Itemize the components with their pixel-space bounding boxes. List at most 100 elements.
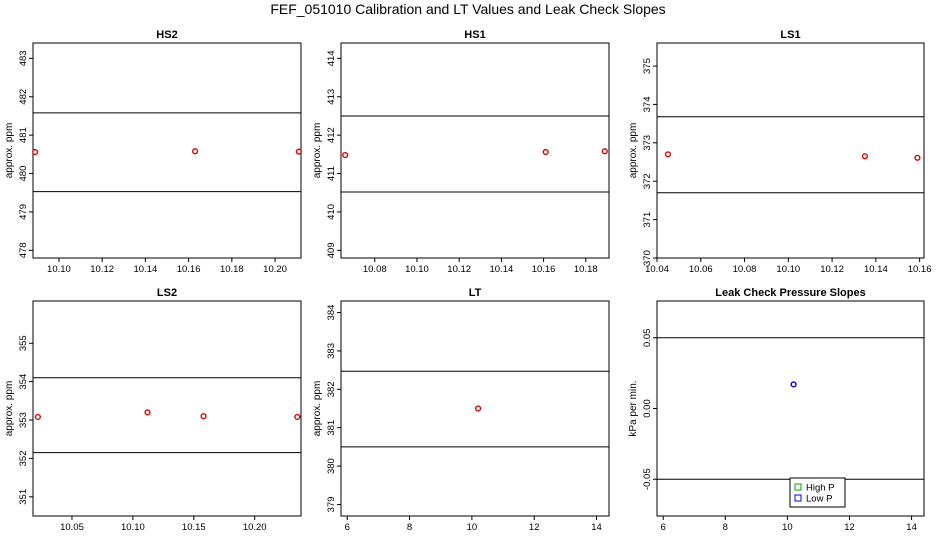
chart-panel-3: LS1 10.04 10.06 10.08 10.10 10.12 10.14 10.16 37… bbox=[628, 29, 932, 275]
x-tick-label: 8 bbox=[407, 522, 412, 533]
x-tick-label: 10.10 bbox=[776, 264, 800, 275]
plot-frame bbox=[340, 42, 610, 259]
x-tick-label: 10.20 bbox=[243, 522, 267, 533]
x-tick-label: 10.12 bbox=[447, 264, 471, 275]
data-point bbox=[475, 405, 482, 412]
y-tick-label: 0.00 bbox=[642, 399, 653, 418]
y-axis-label: approx. ppm bbox=[4, 381, 15, 437]
chart-panels: HS2 10.10 10.12 10.14 10.16 10.18 10.20 478 479 4… bbox=[4, 29, 932, 533]
figure-title: FEF_051010 Calibration and LT Values and… bbox=[270, 1, 665, 17]
y-tick-label: 351 bbox=[18, 489, 29, 505]
x-tick-label: 6 bbox=[661, 522, 666, 533]
x-tick-label: 10.05 bbox=[60, 522, 84, 533]
x-tick-label: 10.06 bbox=[689, 264, 713, 275]
y-axis-label: approx. ppm bbox=[628, 123, 639, 179]
x-tick-label: 10.16 bbox=[908, 264, 932, 275]
chart-panel-4: LS2 10.05 10.10 10.15 10.20 351 352 353 354 355 ap… bbox=[4, 287, 302, 533]
y-tick-label: 374 bbox=[642, 96, 653, 112]
y-tick-label: 413 bbox=[326, 89, 337, 105]
y-axis-label: approx. ppm bbox=[312, 123, 323, 179]
data-point bbox=[861, 153, 869, 160]
x-tick-label: 10.18 bbox=[574, 264, 598, 275]
data-point bbox=[144, 409, 151, 416]
plot-frame bbox=[32, 42, 302, 259]
legend-label: Low P bbox=[806, 494, 832, 505]
y-tick-label: 383 bbox=[326, 343, 337, 359]
y-tick-label: 371 bbox=[642, 212, 653, 228]
x-tick-label: 10.15 bbox=[182, 522, 206, 533]
x-tick-label: 10.16 bbox=[532, 264, 556, 275]
x-tick-label: 10.12 bbox=[90, 264, 114, 275]
x-tick-label: 10.18 bbox=[220, 264, 244, 275]
x-tick-label: 10.12 bbox=[820, 264, 844, 275]
chart-panel-1: HS2 10.10 10.12 10.14 10.16 10.18 10.20 478 479 4… bbox=[4, 29, 302, 275]
x-tick-label: 10.20 bbox=[263, 264, 287, 275]
x-tick-label: 10.08 bbox=[363, 264, 387, 275]
y-tick-label: 354 bbox=[18, 374, 29, 390]
y-tick-label: 0.05 bbox=[642, 329, 653, 348]
y-tick-label: 382 bbox=[326, 381, 337, 397]
y-tick-label: 375 bbox=[642, 58, 653, 74]
x-tick-label: 10.10 bbox=[405, 264, 429, 275]
legend-box bbox=[789, 477, 846, 508]
x-tick-label: 10.14 bbox=[489, 264, 513, 275]
y-tick-label: 480 bbox=[18, 166, 29, 182]
data-point bbox=[191, 148, 199, 155]
y-tick-label: 411 bbox=[326, 166, 337, 181]
data-point bbox=[914, 154, 921, 161]
x-tick-label: 12 bbox=[529, 522, 540, 533]
y-tick-label: 410 bbox=[326, 204, 337, 220]
y-tick-label: 482 bbox=[18, 89, 29, 105]
y-tick-label: 414 bbox=[326, 50, 337, 66]
y-tick-label: 481 bbox=[18, 127, 29, 143]
data-point bbox=[664, 151, 672, 158]
y-tick-label: 478 bbox=[18, 242, 29, 258]
x-tick-label: 6 bbox=[345, 522, 350, 533]
y-tick-label: 381 bbox=[326, 420, 337, 436]
y-tick-label: 380 bbox=[326, 458, 337, 474]
y-axis-label: approx. ppm bbox=[4, 123, 15, 179]
plot-frame bbox=[656, 42, 925, 259]
x-tick-label: 10 bbox=[467, 522, 478, 533]
y-tick-label: 353 bbox=[18, 412, 29, 428]
data-point bbox=[342, 152, 349, 159]
data-point bbox=[542, 148, 549, 156]
x-tick-label: 14 bbox=[591, 522, 602, 533]
y-tick-label: 370 bbox=[642, 250, 653, 266]
x-tick-label: 10.10 bbox=[121, 522, 145, 533]
panel-title: LS1 bbox=[780, 29, 800, 41]
y-tick-label: -0.05 bbox=[642, 468, 653, 490]
y-tick-label: 412 bbox=[326, 127, 337, 143]
legend-label: High P bbox=[806, 483, 835, 494]
x-tick-label: 10.14 bbox=[133, 264, 157, 275]
plot-frame bbox=[32, 300, 302, 517]
y-tick-label: 373 bbox=[642, 135, 653, 151]
data-point bbox=[790, 381, 797, 388]
data-point bbox=[200, 413, 207, 420]
chart-panel-5: LT 6 8 10 12 14 379 380 381 382 383 384 approx. ppm bbox=[312, 287, 610, 533]
x-tick-label: 10.04 bbox=[645, 264, 669, 275]
y-tick-label: 355 bbox=[18, 335, 29, 351]
panel-title: Leak Check Pressure Slopes bbox=[715, 287, 865, 299]
y-tick-label: 384 bbox=[326, 305, 337, 321]
data-point bbox=[32, 148, 39, 156]
y-tick-label: 409 bbox=[326, 242, 337, 258]
data-point bbox=[294, 413, 301, 421]
panel-title: HS2 bbox=[156, 29, 177, 41]
y-tick-label: 372 bbox=[642, 173, 653, 189]
y-axis-label: approx. ppm bbox=[312, 381, 323, 437]
x-tick-label: 14 bbox=[906, 522, 917, 533]
plot-frame bbox=[340, 300, 610, 517]
legend-symbol bbox=[794, 494, 802, 502]
x-tick-label: 10 bbox=[782, 522, 793, 533]
data-point bbox=[295, 148, 302, 155]
x-tick-label: 12 bbox=[844, 522, 855, 533]
data-point bbox=[601, 148, 608, 155]
chart-panel-6: Leak Check Pressure Slopes 6 8 10 12 14 -0.05 0… bbox=[628, 287, 925, 533]
x-tick-label: 10.14 bbox=[864, 264, 888, 275]
legend-symbol bbox=[794, 483, 802, 491]
y-axis-label: kPa per min. bbox=[628, 380, 639, 436]
y-tick-label: 379 bbox=[326, 497, 337, 513]
chart-panel-2: HS1 10.08 10.10 10.12 10.14 10.16 10.18 409 410 4… bbox=[312, 29, 610, 275]
